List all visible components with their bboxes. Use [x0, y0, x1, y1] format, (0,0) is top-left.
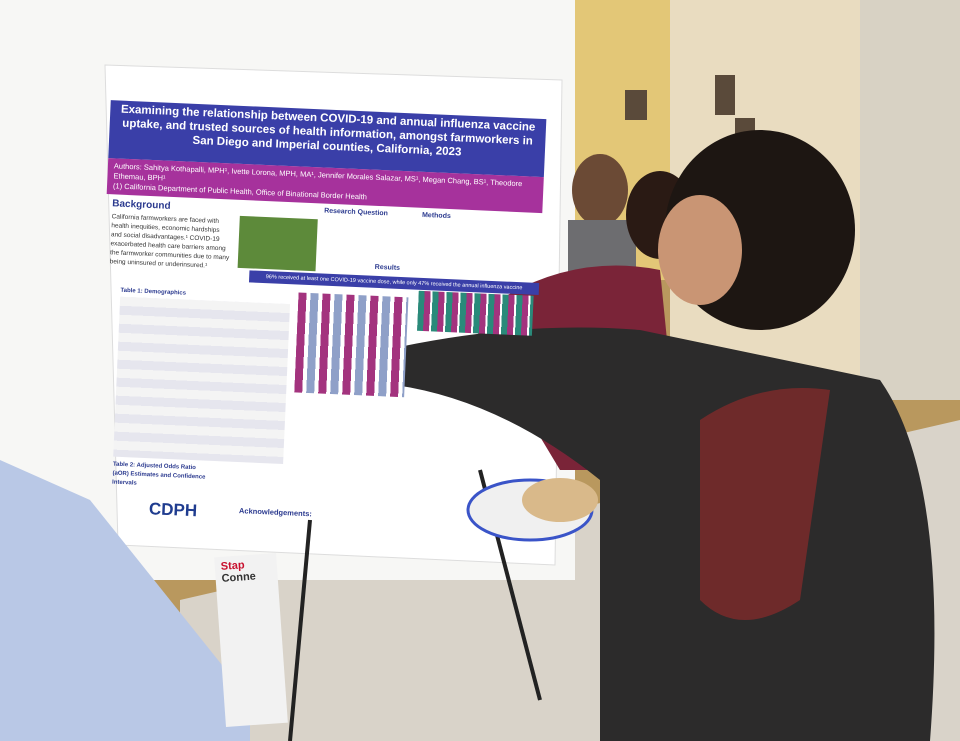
figure — [417, 290, 534, 336]
results-banner: 96% received at least one COVID-19 vacci… — [248, 270, 540, 295]
easel-leg — [288, 519, 312, 741]
background-text: California farmworkers are faced with he… — [109, 213, 230, 270]
scarf — [700, 388, 830, 620]
bread — [522, 478, 598, 522]
table-title: Table 2: Adjusted Odds Ratio (aOR) Estim… — [111, 461, 206, 487]
poster: Examining the relationship between COVID… — [87, 72, 558, 571]
frame — [715, 75, 735, 115]
bag: Stap Conne — [214, 553, 288, 727]
logo: CDPH — [148, 499, 198, 521]
pillar — [860, 0, 960, 400]
shirt — [0, 460, 250, 741]
section-heading: Results — [374, 263, 401, 272]
frame — [625, 90, 647, 120]
section-heading: Methods — [421, 211, 451, 221]
person-background — [572, 154, 628, 226]
acknowledgements: Acknowledgements: — [238, 506, 313, 519]
figure — [294, 292, 409, 398]
table — [113, 296, 291, 465]
face — [658, 195, 742, 305]
section-heading: Research Question — [323, 207, 389, 218]
field-image — [237, 215, 318, 272]
section-heading: Background — [112, 198, 171, 212]
